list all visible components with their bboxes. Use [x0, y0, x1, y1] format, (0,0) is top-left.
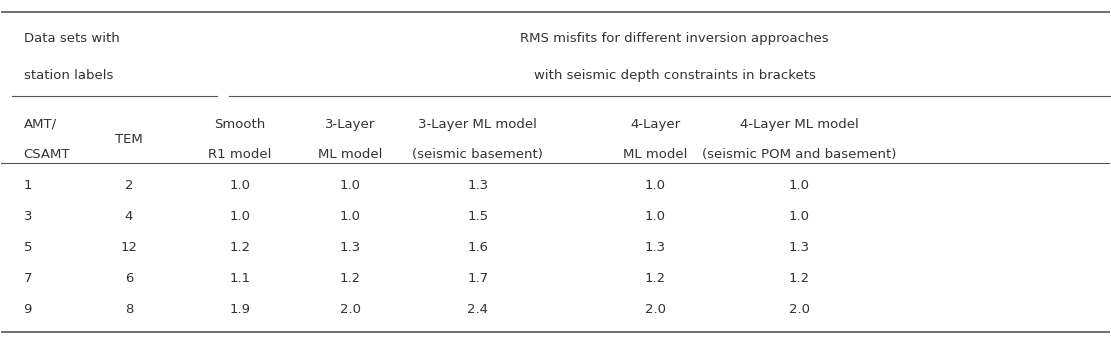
Text: 1.2: 1.2	[789, 272, 810, 285]
Text: ML model: ML model	[623, 148, 688, 161]
Text: CSAMT: CSAMT	[23, 148, 70, 161]
Text: 2.0: 2.0	[789, 303, 810, 316]
Text: 1: 1	[23, 179, 32, 192]
Text: 2: 2	[124, 179, 133, 192]
Text: R1 model: R1 model	[208, 148, 271, 161]
Text: 1.0: 1.0	[229, 179, 250, 192]
Text: AMT/: AMT/	[23, 118, 57, 131]
Text: 5: 5	[23, 241, 32, 254]
Text: 1.0: 1.0	[644, 179, 665, 192]
Text: Smooth: Smooth	[214, 118, 266, 131]
Text: 1.0: 1.0	[644, 210, 665, 223]
Text: 3-Layer: 3-Layer	[326, 118, 376, 131]
Text: 9: 9	[23, 303, 32, 316]
Text: Data sets with: Data sets with	[23, 32, 119, 45]
Text: 1.0: 1.0	[340, 210, 361, 223]
Text: 1.0: 1.0	[789, 179, 810, 192]
Text: 1.0: 1.0	[340, 179, 361, 192]
Text: 1.3: 1.3	[789, 241, 810, 254]
Text: 1.6: 1.6	[468, 241, 489, 254]
Text: ML model: ML model	[318, 148, 382, 161]
Text: 3: 3	[23, 210, 32, 223]
Text: 2.4: 2.4	[468, 303, 489, 316]
Text: 7: 7	[23, 272, 32, 285]
Text: 8: 8	[124, 303, 133, 316]
Text: TEM: TEM	[114, 133, 142, 146]
Text: 1.9: 1.9	[229, 303, 250, 316]
Text: 1.0: 1.0	[789, 210, 810, 223]
Text: 1.0: 1.0	[229, 210, 250, 223]
Text: 1.3: 1.3	[340, 241, 361, 254]
Text: 3-Layer ML model: 3-Layer ML model	[419, 118, 538, 131]
Text: 4: 4	[124, 210, 133, 223]
Text: RMS misfits for different inversion approaches: RMS misfits for different inversion appr…	[520, 32, 829, 45]
Text: 2.0: 2.0	[644, 303, 665, 316]
Text: (seismic POM and basement): (seismic POM and basement)	[702, 148, 897, 161]
Text: 12: 12	[120, 241, 138, 254]
Text: 1.3: 1.3	[468, 179, 489, 192]
Text: 1.7: 1.7	[468, 272, 489, 285]
Text: 2.0: 2.0	[340, 303, 361, 316]
Text: 1.2: 1.2	[340, 272, 361, 285]
Text: 6: 6	[124, 272, 133, 285]
Text: with seismic depth constraints in brackets: with seismic depth constraints in bracke…	[533, 69, 815, 82]
Text: station labels: station labels	[23, 69, 113, 82]
Text: 1.3: 1.3	[644, 241, 665, 254]
Text: 4-Layer: 4-Layer	[630, 118, 680, 131]
Text: (seismic basement): (seismic basement)	[412, 148, 543, 161]
Text: 1.1: 1.1	[229, 272, 250, 285]
Text: 1.2: 1.2	[644, 272, 665, 285]
Text: 1.5: 1.5	[468, 210, 489, 223]
Text: 1.2: 1.2	[229, 241, 250, 254]
Text: 4-Layer ML model: 4-Layer ML model	[740, 118, 859, 131]
